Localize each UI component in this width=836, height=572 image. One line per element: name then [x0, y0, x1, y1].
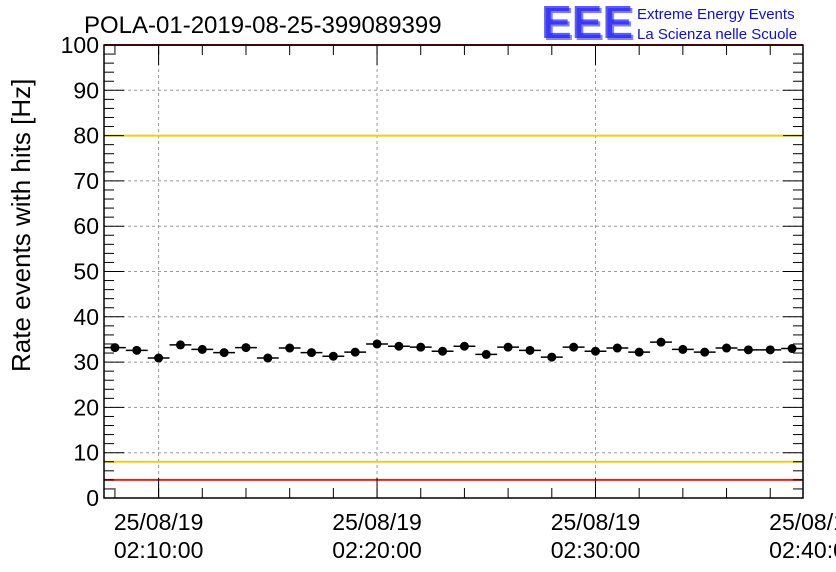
y-tick-label: 20 [73, 394, 99, 420]
data-point [787, 344, 797, 354]
data-point [459, 341, 469, 351]
data-point [743, 345, 753, 355]
x-tick-label-time: 02:10:00 [114, 537, 204, 563]
logo-mark: EEE [543, 0, 635, 50]
data-point [219, 348, 229, 358]
data-point [175, 340, 185, 350]
data-point [438, 346, 448, 356]
data-point [547, 352, 557, 362]
data-point [132, 345, 142, 355]
chart-title: POLA-01-2019-08-25-399089399 [84, 12, 442, 39]
data-point [634, 347, 644, 357]
data-points [104, 337, 803, 363]
reference-lines [104, 44, 803, 481]
data-point [569, 342, 579, 352]
data-point [590, 346, 600, 356]
data-point [394, 341, 404, 351]
data-point [110, 343, 120, 353]
data-point [656, 337, 666, 347]
data-point [328, 351, 338, 361]
data-point [612, 343, 622, 353]
logo-line1: Extreme Energy Events [637, 6, 795, 23]
x-tick-label-date: 25/08/19 [551, 509, 641, 535]
data-point [307, 348, 317, 358]
y-tick-label: 40 [73, 304, 99, 330]
logo-mark-overlay: EEE [541, 0, 633, 48]
x-tick-label-date: 25/08/19 [332, 509, 422, 535]
data-point [700, 347, 710, 357]
data-point [285, 343, 295, 353]
data-point [765, 345, 775, 355]
axis-ticks [104, 44, 803, 499]
y-tick-label: 90 [73, 77, 99, 103]
data-point [722, 343, 732, 353]
data-point [241, 343, 251, 353]
y-tick-label: 50 [73, 259, 99, 285]
data-point [263, 353, 273, 363]
x-tick-labels: 25/08/1902:10:0025/08/1902:20:0025/08/19… [114, 509, 836, 563]
y-tick-label: 80 [73, 123, 99, 149]
y-tick-label: 60 [73, 213, 99, 239]
x-tick-label-time: 02:30:00 [551, 537, 641, 563]
data-point [525, 345, 535, 355]
x-tick-label-time: 02:40:00 [769, 537, 836, 563]
y-tick-label: 30 [73, 349, 99, 375]
data-point [481, 349, 491, 359]
data-point [197, 344, 207, 354]
y-tick-label: 0 [86, 485, 99, 511]
x-tick-label-date: 25/08/19 [114, 509, 204, 535]
data-point [154, 353, 164, 363]
y-tick-labels: 0 10 20 30 40 50 60 70 80 90 100 [61, 32, 99, 511]
logo-line2: La Scienza nelle Scuole [637, 26, 797, 43]
grid [104, 45, 803, 498]
y-tick-label: 70 [73, 168, 99, 194]
data-point [372, 339, 382, 349]
x-tick-label-time: 02:20:00 [332, 537, 422, 563]
y-tick-label: 10 [73, 440, 99, 466]
data-point [503, 342, 513, 352]
data-point [416, 342, 426, 352]
eee-logo: EEE EEE Extreme Energy Events La Scienza… [541, 0, 797, 50]
x-tick-label-date: 25/08/19 [769, 509, 836, 535]
y-axis-label: Rate events with hits [Hz] [6, 79, 36, 372]
data-point [678, 344, 688, 354]
y-tick-label: 100 [61, 32, 99, 58]
data-point [350, 347, 360, 357]
